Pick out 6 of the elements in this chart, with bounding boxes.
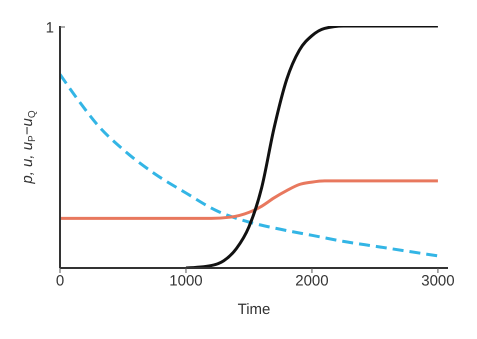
x-tick-label: 3000 — [421, 272, 455, 290]
text: 1 — [46, 19, 54, 36]
x-axis-title: Time — [238, 301, 270, 318]
x-tick-label: 2000 — [295, 272, 329, 290]
x-tick-label: 1000 — [169, 272, 203, 290]
x-tick-label: 0 — [56, 272, 64, 290]
